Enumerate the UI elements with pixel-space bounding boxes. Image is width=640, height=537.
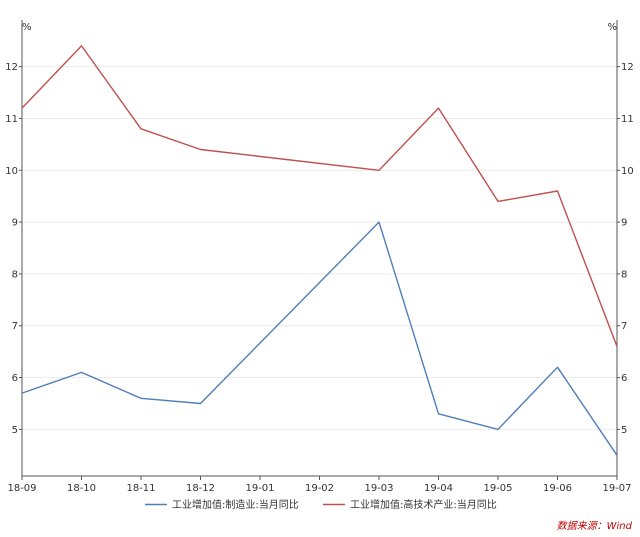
y-tick-label-left: 7 bbox=[12, 321, 18, 332]
y-tick-label-right: 10 bbox=[621, 166, 634, 177]
y-tick-label-right: 8 bbox=[621, 269, 627, 280]
x-tick-label: 19-05 bbox=[483, 483, 512, 494]
y-tick-label-left: 12 bbox=[5, 62, 18, 73]
y-tick-label-right: 7 bbox=[621, 321, 627, 332]
x-tick-label: 19-02 bbox=[305, 483, 334, 494]
series-lines bbox=[21, 45, 618, 456]
y-tick-label-right: 11 bbox=[621, 114, 634, 125]
tick-labels: 5 5 6 6 7 7 8 8 9 9 10 10 11 11 12 12% % 18-09 18-10 18-11 1… bbox=[5, 22, 633, 494]
x-tick-label: 19-06 bbox=[543, 483, 572, 494]
series-line-2 bbox=[21, 45, 618, 347]
x-tick-label: 18-11 bbox=[126, 483, 155, 494]
x-tick-label: 18-09 bbox=[7, 483, 36, 494]
source-note: 数据来源：Wind bbox=[557, 520, 633, 532]
x-tick-label: 19-07 bbox=[602, 483, 631, 494]
y-tick-label-left: 5 bbox=[12, 425, 18, 436]
y-tick-label-left: 10 bbox=[5, 166, 18, 177]
y-tick-label-left: 11 bbox=[5, 114, 18, 125]
y-tick-label-right: 6 bbox=[621, 373, 627, 384]
x-tick-label: 18-12 bbox=[186, 483, 215, 494]
x-tick-label: 19-03 bbox=[364, 483, 393, 494]
y-tick-label-right: 9 bbox=[621, 218, 627, 229]
y-tick-label-left: 9 bbox=[12, 218, 18, 229]
y-tick-label-left: 8 bbox=[12, 269, 18, 280]
legend-label-2: 工业增加值:高技术产业:当月同比 bbox=[350, 498, 497, 511]
grid-lines bbox=[22, 66, 617, 430]
y-tick-label-right: 5 bbox=[621, 425, 627, 436]
y-unit-left: % bbox=[22, 22, 32, 33]
x-tick-label: 19-01 bbox=[245, 483, 274, 494]
legend: 工业增加值:制造业:当月同比 工业增加值:高技术产业:当月同比 bbox=[145, 498, 497, 511]
y-unit-right: % bbox=[607, 22, 617, 33]
legend-label-1: 工业增加值:制造业:当月同比 bbox=[172, 498, 299, 511]
y-tick-label-left: 6 bbox=[12, 373, 18, 384]
x-tick-label: 19-04 bbox=[424, 483, 453, 494]
x-tick-label: 18-10 bbox=[67, 483, 96, 494]
series-line-1 bbox=[21, 221, 618, 456]
y-tick-label-right: 12 bbox=[621, 62, 634, 73]
axes bbox=[19, 20, 620, 480]
